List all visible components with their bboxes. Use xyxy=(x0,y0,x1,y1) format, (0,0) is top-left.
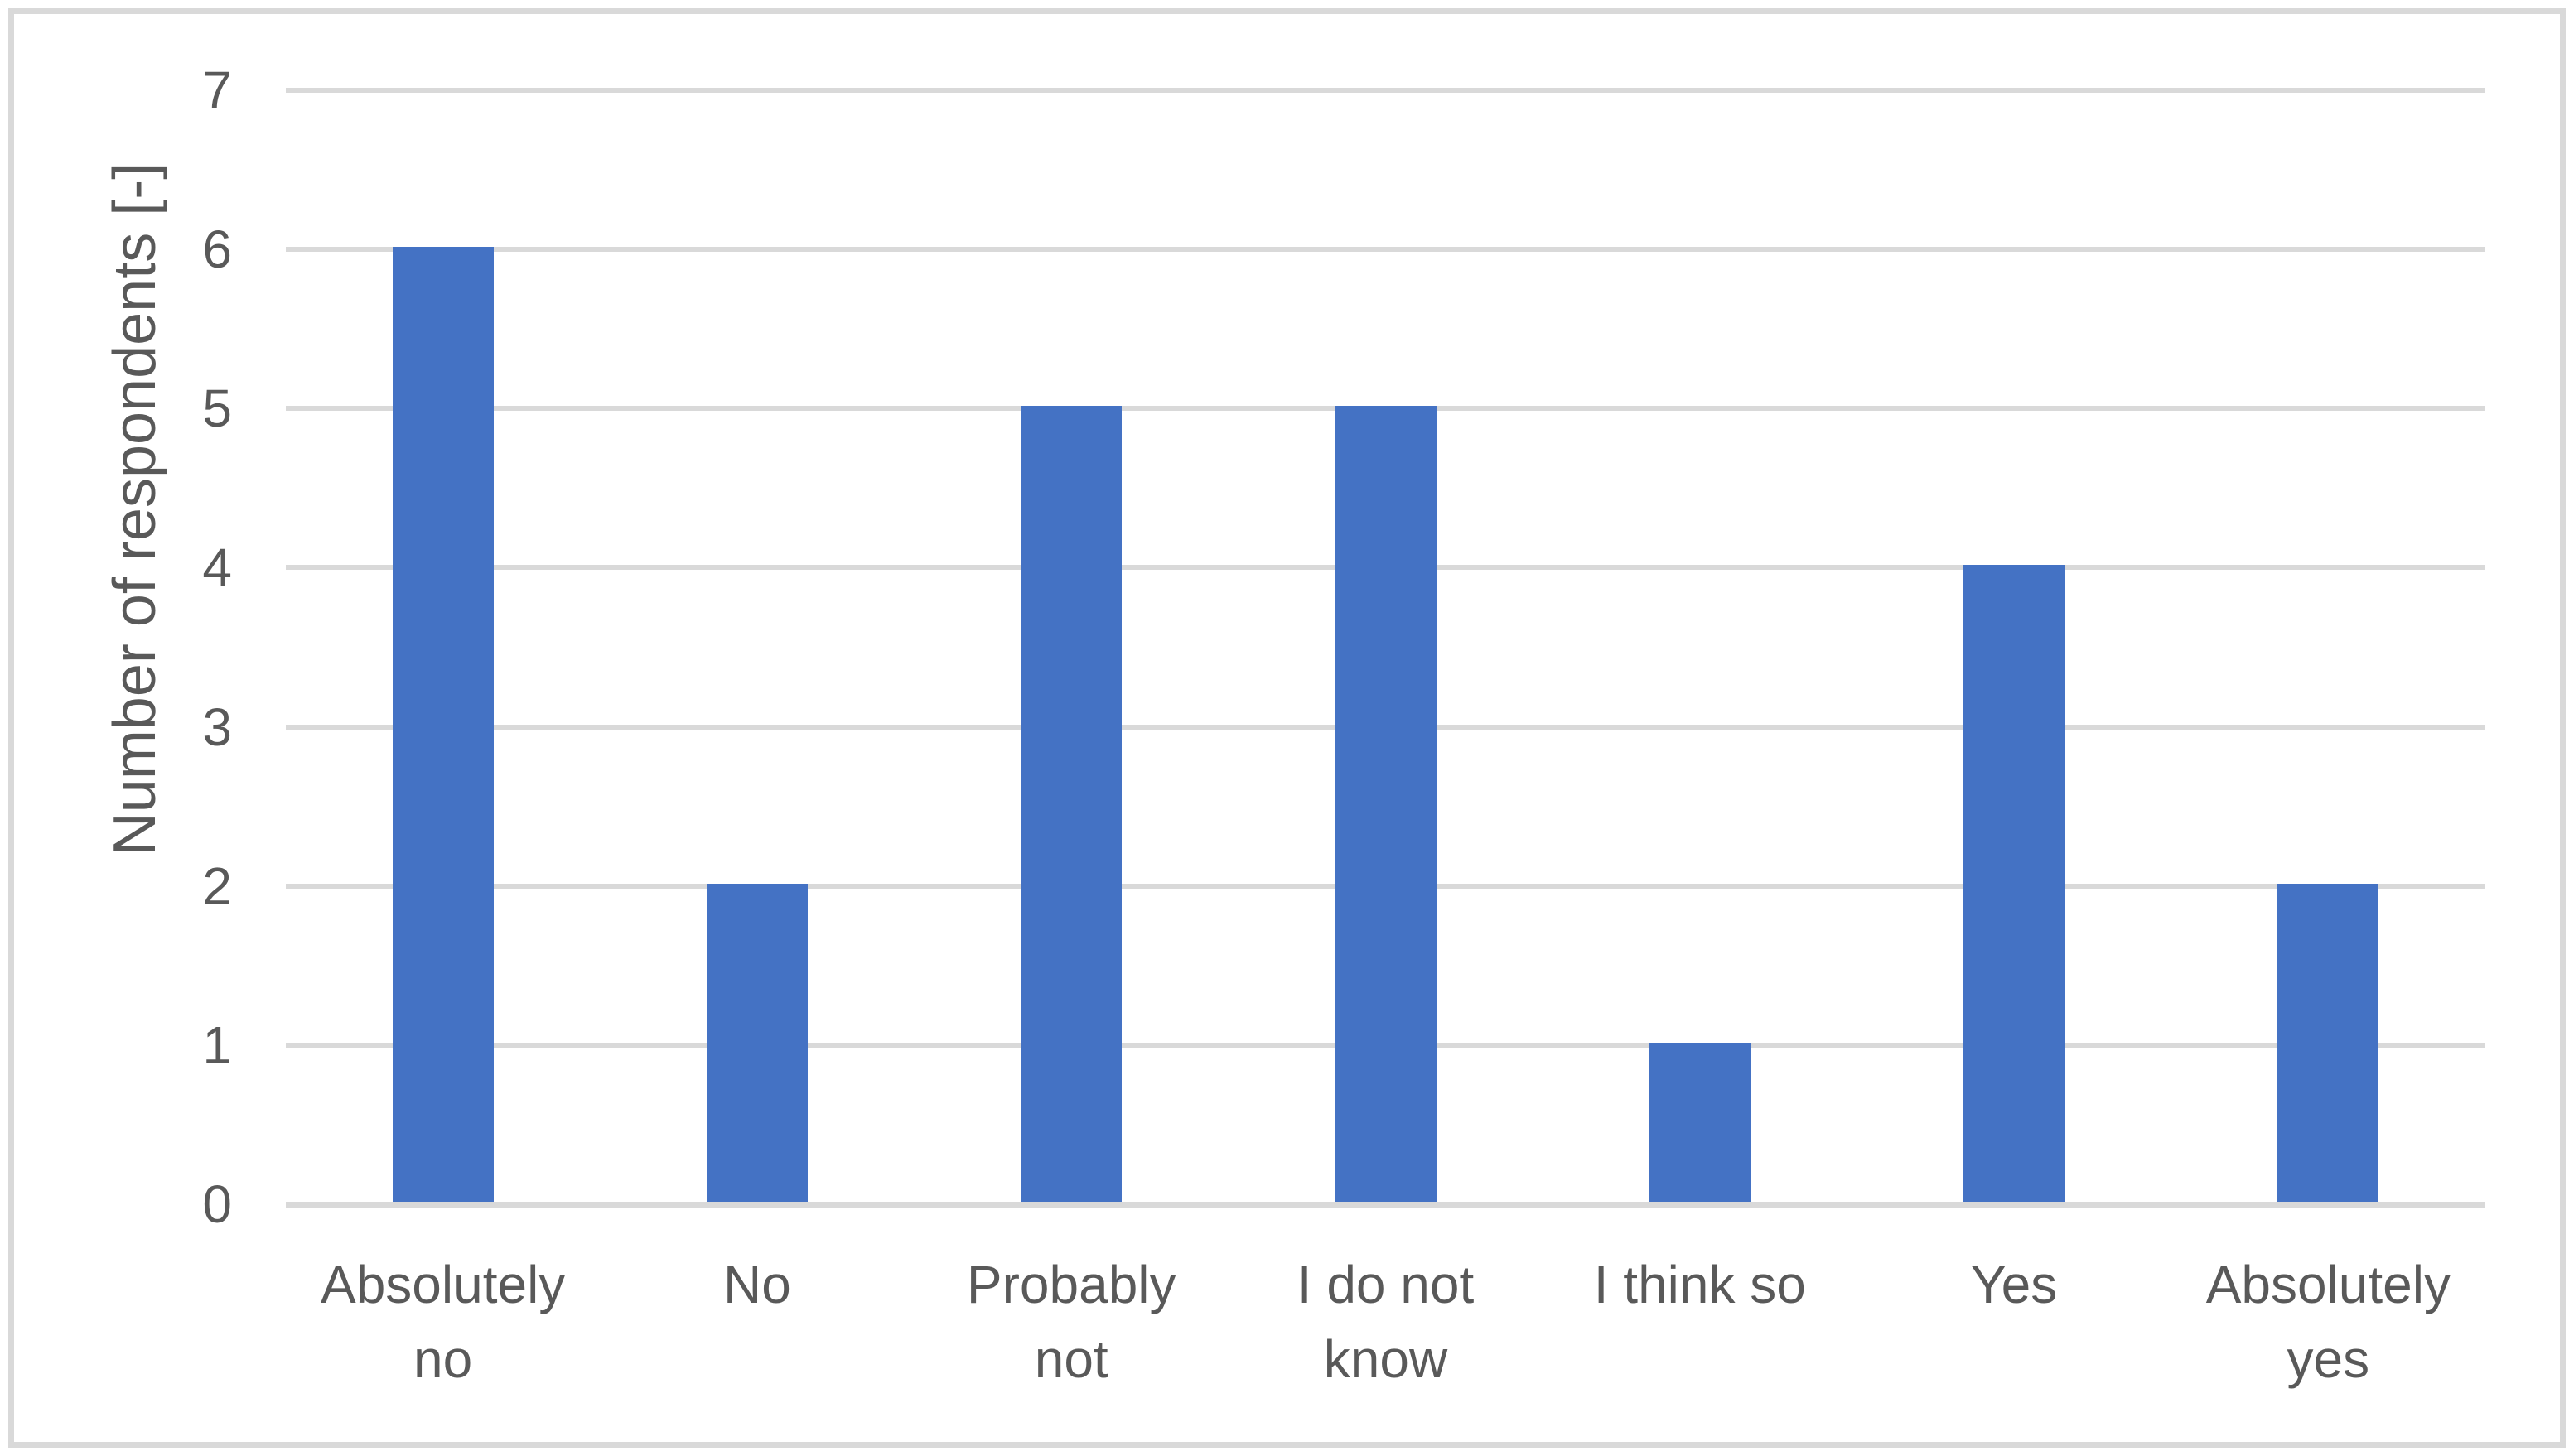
bar-5 xyxy=(1649,1042,1751,1202)
x-category-label-7: Absolutely yes xyxy=(2205,1255,2451,1389)
y-tick-label-0: 0 xyxy=(202,1174,232,1234)
x-category-label-6: Yes xyxy=(1970,1255,2058,1314)
y-tick-label-6: 6 xyxy=(202,219,232,280)
bar-3 xyxy=(1021,406,1123,1202)
x-category-label-1: Absolutely no xyxy=(321,1255,566,1389)
y-tick-label-3: 3 xyxy=(202,697,232,757)
bar-7 xyxy=(2277,883,2379,1202)
gridline-y6 xyxy=(286,247,2485,253)
x-category-label-4: I do not know xyxy=(1297,1255,1475,1389)
y-tick-label-5: 5 xyxy=(202,378,232,439)
x-category-label-5: I think so xyxy=(1593,1255,1806,1314)
x-category-label-3: Probably not xyxy=(966,1255,1176,1389)
gridline-y7 xyxy=(286,88,2485,93)
y-tick-label-7: 7 xyxy=(202,60,232,120)
bar-2 xyxy=(706,883,808,1202)
x-axis-line xyxy=(286,1202,2485,1208)
bar-1 xyxy=(392,247,494,1202)
bar-4 xyxy=(1335,406,1437,1202)
y-tick-label-1: 1 xyxy=(202,1015,232,1075)
bar-6 xyxy=(1963,565,2065,1202)
x-category-label-2: No xyxy=(723,1255,791,1314)
y-tick-label-4: 4 xyxy=(202,538,232,598)
y-tick-label-2: 2 xyxy=(202,856,232,916)
